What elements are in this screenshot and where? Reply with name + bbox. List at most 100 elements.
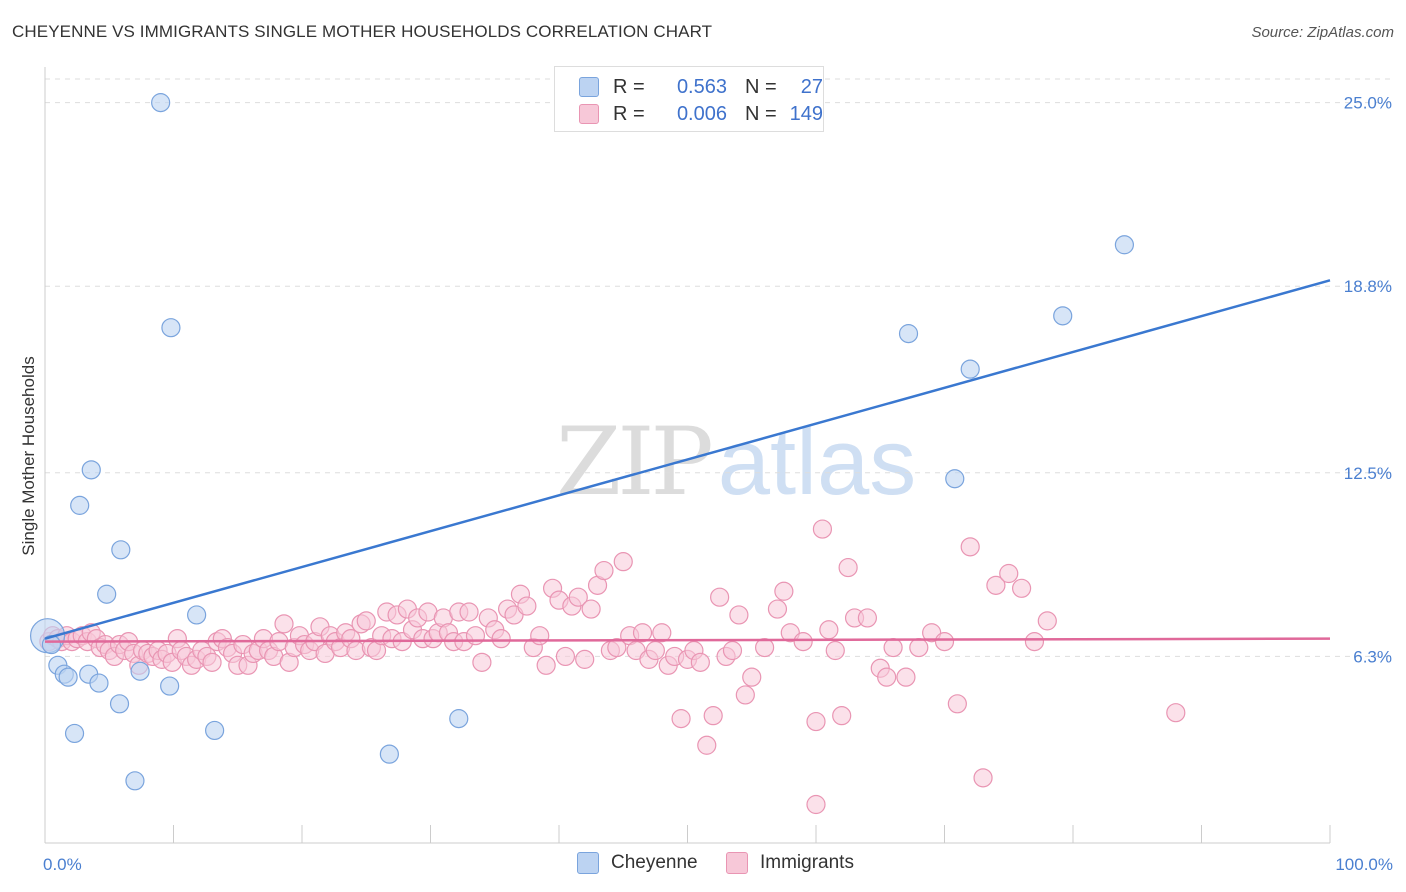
immigrants-point	[819, 620, 839, 640]
watermark: ZIPatlas	[556, 408, 916, 517]
chart-title: CHEYENNE VS IMMIGRANTS SINGLE MOTHER HOU…	[12, 22, 713, 41]
cheyenne-point	[1053, 306, 1073, 326]
immigrants-point	[812, 519, 833, 539]
immigrants-point	[838, 557, 858, 578]
x-tick-label: 0.0%	[43, 855, 82, 874]
legend-r-label: R =	[613, 75, 645, 98]
y-tick-label: 6.3%	[1353, 647, 1392, 666]
immigrants-point	[877, 667, 897, 687]
cheyenne-trend-line	[44, 279, 1331, 640]
legend-r-value: 0.563	[676, 75, 727, 98]
watermark-atlas: atlas	[717, 409, 917, 514]
legend-r-value: 0.006	[676, 102, 727, 125]
immigrants-point	[742, 667, 762, 687]
immigrants-points	[39, 519, 1186, 815]
cheyenne-point	[160, 676, 180, 696]
immigrants-point	[806, 711, 826, 732]
legend-item-immigrants: Immigrants	[726, 852, 854, 874]
immigrants-point	[645, 640, 665, 661]
x-tick-label: 100.0%	[1335, 855, 1393, 874]
immigrants-point	[594, 560, 614, 581]
cheyenne-point	[449, 709, 469, 729]
immigrants-point	[575, 649, 595, 669]
grid-lines	[45, 78, 1390, 657]
watermark-zip: ZIP	[556, 408, 714, 517]
immigrants-point	[555, 646, 576, 667]
cheyenne-point	[109, 694, 130, 714]
cheyenne-points	[29, 93, 1135, 791]
immigrants-point	[729, 605, 749, 625]
immigrants-point	[722, 640, 743, 661]
cheyenne-point	[111, 540, 131, 560]
source-label: Source: ZipAtlas.com	[1251, 24, 1394, 41]
immigrants-point	[832, 706, 852, 726]
correlation-legend: R = 0.563 N = 27 R = 0.006 N = 149	[554, 66, 824, 132]
axes	[44, 67, 1331, 844]
immigrants-point	[607, 637, 627, 658]
immigrants-point	[774, 581, 794, 601]
immigrants-point	[536, 655, 556, 675]
immigrants-point	[825, 640, 845, 661]
y-tick-label: 18.8%	[1344, 277, 1392, 296]
immigrants-point	[754, 637, 775, 658]
immigrants-point	[883, 637, 903, 658]
cheyenne-point	[97, 584, 117, 604]
cheyenne-point	[125, 771, 145, 791]
immigrants-point	[671, 709, 691, 729]
immigrants-point	[960, 537, 980, 557]
cheyenne-point	[205, 720, 225, 741]
immigrants-point	[999, 563, 1019, 584]
legend-n-label: N =	[745, 102, 777, 125]
immigrants-point	[767, 599, 788, 619]
cheyenne-point	[379, 744, 399, 764]
cheyenne-point	[70, 495, 90, 515]
cheyenne-swatch	[579, 77, 599, 97]
cheyenne-point	[64, 723, 85, 744]
immigrants-swatch	[579, 104, 599, 124]
immigrants-point	[1024, 632, 1045, 652]
immigrants-point	[517, 596, 537, 616]
legend-n-label: N =	[745, 75, 777, 98]
cheyenne-point	[81, 460, 101, 480]
legend-r-label: R =	[613, 102, 645, 125]
immigrants-point	[1011, 578, 1032, 598]
immigrants-trend-line	[44, 637, 1331, 643]
legend-label-cheyenne: Cheyenne	[611, 852, 698, 873]
cheyenne-point	[1114, 235, 1135, 255]
immigrants-point	[909, 637, 929, 658]
cheyenne-swatch	[577, 852, 599, 874]
legend-row-immigrants: R = 0.006 N = 149	[579, 101, 823, 127]
immigrants-point	[947, 694, 967, 714]
immigrants-swatch	[726, 852, 748, 874]
y-tick-label: 25.0%	[1344, 94, 1392, 113]
legend-n-value: 149	[789, 102, 823, 125]
legend-item-cheyenne: Cheyenne	[577, 852, 698, 874]
trend-lines	[44, 279, 1331, 643]
immigrants-point	[703, 706, 723, 726]
immigrants-point	[806, 794, 826, 815]
cheyenne-point	[187, 605, 207, 625]
immigrants-point	[202, 652, 222, 672]
immigrants-point	[710, 587, 730, 607]
legend-row-cheyenne: R = 0.563 N = 27	[579, 74, 823, 100]
immigrants-point	[274, 614, 294, 634]
cheyenne-point	[960, 359, 980, 379]
immigrants-point	[973, 768, 993, 788]
series-legend: Cheyenne Immigrants	[0, 852, 1406, 878]
immigrants-point	[652, 623, 672, 643]
immigrants-point	[459, 602, 479, 622]
immigrants-point	[896, 667, 916, 687]
immigrants-point	[857, 608, 878, 628]
immigrants-point	[735, 685, 755, 705]
immigrants-point	[632, 623, 653, 643]
immigrants-point	[568, 587, 588, 607]
cheyenne-point	[161, 318, 181, 338]
cheyenne-point	[151, 93, 171, 113]
immigrants-point	[793, 632, 813, 652]
immigrants-point	[613, 552, 633, 572]
immigrants-point	[581, 599, 601, 619]
cheyenne-point	[58, 667, 78, 687]
cheyenne-point	[945, 469, 965, 489]
immigrants-point	[1166, 703, 1186, 723]
